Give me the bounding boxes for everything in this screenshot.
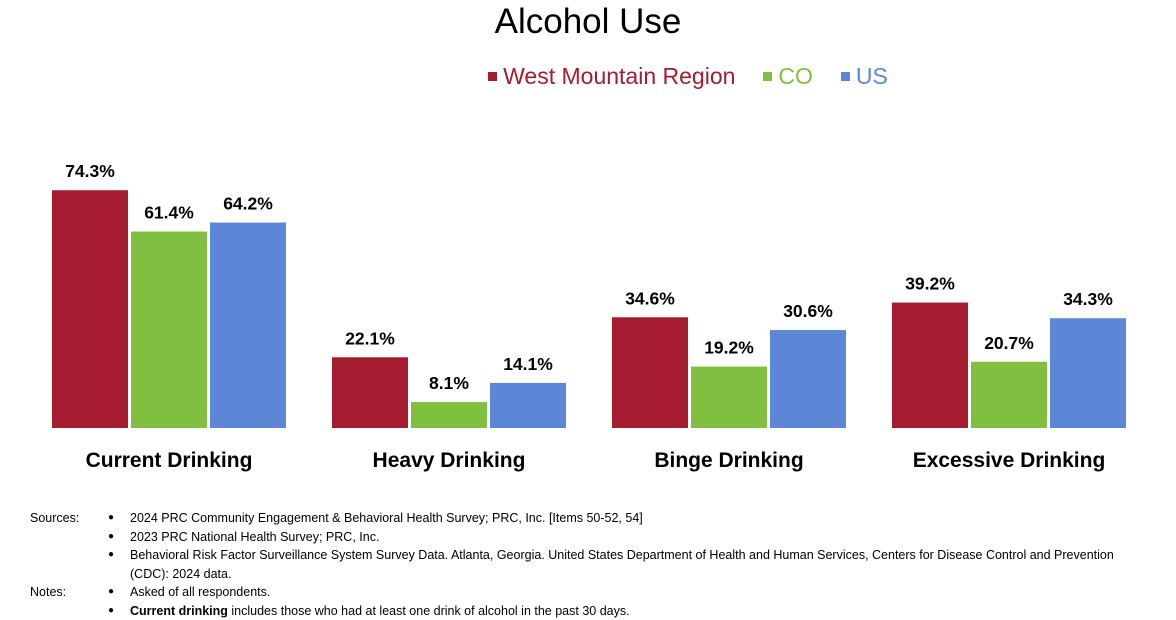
data-label-heavy-drinking-us: 14.1% bbox=[503, 354, 553, 374]
category-label-current-drinking: Current Drinking bbox=[86, 449, 253, 472]
data-label-current-drinking-us: 64.2% bbox=[223, 194, 273, 214]
sources-section: Sources: 2024 PRC Community Engagement &… bbox=[0, 509, 1176, 583]
bar-heavy-drinking-co bbox=[411, 402, 487, 428]
bar-heavy-drinking-west-mountain-region bbox=[332, 357, 408, 428]
notes-section: Notes: Asked of all respondents. Current… bbox=[0, 583, 1176, 620]
category-label-excessive-drinking: Excessive Drinking bbox=[913, 449, 1106, 472]
bar-binge-drinking-co bbox=[691, 367, 767, 428]
data-label-binge-drinking-us: 30.6% bbox=[783, 301, 833, 321]
note-term: Current drinking bbox=[130, 604, 228, 618]
bar-current-drinking-west-mountain-region bbox=[52, 190, 128, 428]
data-label-excessive-drinking-co: 20.7% bbox=[984, 333, 1034, 353]
note-item: Current drinking includes those who had … bbox=[108, 602, 1176, 620]
data-label-heavy-drinking-co: 8.1% bbox=[429, 373, 469, 393]
bar-chart: 74.3% 61.4% 64.2% Current Drinking 22.1% 8.1%… bbox=[0, 0, 1176, 490]
source-item: 2023 PRC National Health Survey; PRC, In… bbox=[108, 528, 1176, 547]
data-label-excessive-drinking-us: 34.3% bbox=[1063, 289, 1113, 309]
bar-binge-drinking-west-mountain-region bbox=[612, 317, 688, 428]
notes-label: Notes: bbox=[0, 583, 108, 620]
data-label-current-drinking-co: 61.4% bbox=[144, 203, 194, 223]
notes-list: Asked of all respondents. Current drinki… bbox=[108, 583, 1176, 620]
category-label-binge-drinking: Binge Drinking bbox=[654, 449, 803, 472]
data-label-binge-drinking-west-mountain-region: 34.6% bbox=[625, 288, 675, 308]
footer: Sources: 2024 PRC Community Engagement &… bbox=[0, 509, 1176, 620]
bar-heavy-drinking-us bbox=[490, 383, 566, 428]
note-item: Asked of all respondents. bbox=[108, 583, 1176, 602]
bar-excessive-drinking-west-mountain-region bbox=[892, 303, 968, 428]
bar-excessive-drinking-us bbox=[1050, 318, 1126, 428]
category-label-heavy-drinking: Heavy Drinking bbox=[373, 449, 526, 472]
bar-binge-drinking-us bbox=[770, 330, 846, 428]
data-label-binge-drinking-co: 19.2% bbox=[704, 338, 754, 358]
data-label-heavy-drinking-west-mountain-region: 22.1% bbox=[345, 328, 395, 348]
bar-current-drinking-co bbox=[131, 232, 207, 428]
bar-current-drinking-us bbox=[210, 223, 286, 428]
sources-label: Sources: bbox=[0, 509, 108, 583]
data-label-excessive-drinking-west-mountain-region: 39.2% bbox=[905, 274, 955, 294]
sources-list: 2024 PRC Community Engagement & Behavior… bbox=[108, 509, 1176, 583]
bar-excessive-drinking-co bbox=[971, 362, 1047, 428]
note-text: includes those who had at least one drin… bbox=[228, 604, 630, 618]
data-label-current-drinking-west-mountain-region: 74.3% bbox=[65, 161, 115, 181]
source-item: 2024 PRC Community Engagement & Behavior… bbox=[108, 509, 1176, 528]
source-item: Behavioral Risk Factor Surveillance Syst… bbox=[108, 546, 1176, 583]
